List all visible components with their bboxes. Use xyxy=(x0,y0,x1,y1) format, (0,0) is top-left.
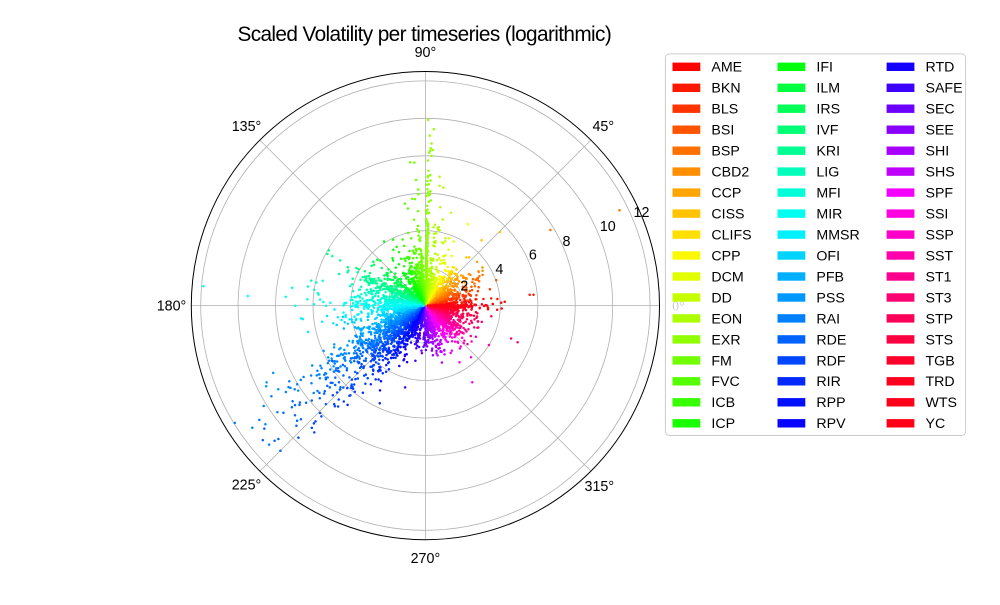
svg-text:270°: 270° xyxy=(411,551,441,567)
svg-text:BSI: BSI xyxy=(711,123,734,139)
svg-text:DD: DD xyxy=(711,290,732,306)
svg-text:RTD: RTD xyxy=(926,60,955,76)
svg-text:DCM: DCM xyxy=(711,269,743,285)
svg-text:ILM: ILM xyxy=(816,81,840,97)
svg-text:180°: 180° xyxy=(157,299,187,315)
svg-text:RPV: RPV xyxy=(816,416,846,432)
svg-text:SAFE: SAFE xyxy=(926,81,963,97)
svg-text:STS: STS xyxy=(926,332,954,348)
svg-text:CISS: CISS xyxy=(711,207,744,223)
svg-text:IVF: IVF xyxy=(816,123,838,139)
svg-text:6: 6 xyxy=(529,248,537,264)
svg-text:CLIFS: CLIFS xyxy=(711,228,751,244)
svg-text:MIR: MIR xyxy=(816,207,842,223)
svg-text:BLS: BLS xyxy=(711,102,738,118)
svg-text:TGB: TGB xyxy=(926,353,955,369)
svg-text:MMSR: MMSR xyxy=(816,228,859,244)
svg-text:CPP: CPP xyxy=(711,248,740,264)
svg-text:CBD2: CBD2 xyxy=(711,165,749,181)
svg-text:8: 8 xyxy=(563,234,571,250)
svg-text:RIR: RIR xyxy=(816,374,840,390)
svg-text:BSP: BSP xyxy=(711,144,739,160)
svg-text:FM: FM xyxy=(711,353,732,369)
svg-text:4: 4 xyxy=(495,262,503,278)
svg-text:KRI: KRI xyxy=(816,144,840,160)
svg-text:ST3: ST3 xyxy=(926,290,952,306)
svg-text:YC: YC xyxy=(926,416,946,432)
svg-text:RDF: RDF xyxy=(816,353,845,369)
svg-text:IFI: IFI xyxy=(816,60,833,76)
svg-text:12: 12 xyxy=(634,205,650,221)
svg-text:90°: 90° xyxy=(415,45,437,61)
svg-text:EXR: EXR xyxy=(711,332,740,348)
svg-text:ICB: ICB xyxy=(711,395,735,411)
svg-text:LIG: LIG xyxy=(816,165,839,181)
svg-text:MFI: MFI xyxy=(816,186,840,202)
svg-text:TRD: TRD xyxy=(926,374,955,390)
svg-text:45°: 45° xyxy=(592,119,614,135)
svg-text:RAI: RAI xyxy=(816,311,840,327)
svg-text:ST1: ST1 xyxy=(926,269,952,285)
svg-text:ICP: ICP xyxy=(711,416,735,432)
svg-text:SSP: SSP xyxy=(926,228,954,244)
svg-text:IRS: IRS xyxy=(816,102,840,118)
svg-text:10: 10 xyxy=(600,219,616,235)
svg-text:PFB: PFB xyxy=(816,269,844,285)
svg-text:FVC: FVC xyxy=(711,374,739,390)
svg-text:STP: STP xyxy=(926,311,954,327)
svg-text:PSS: PSS xyxy=(816,290,844,306)
svg-text:SEE: SEE xyxy=(926,123,954,139)
svg-text:225°: 225° xyxy=(232,477,262,493)
svg-text:EON: EON xyxy=(711,311,742,327)
svg-text:SPF: SPF xyxy=(926,186,954,202)
svg-text:OFI: OFI xyxy=(816,248,840,264)
svg-text:SEC: SEC xyxy=(926,102,955,118)
svg-text:SHS: SHS xyxy=(926,165,955,181)
svg-text:Scaled Volatility per timeseri: Scaled Volatility per timeseries (logari… xyxy=(237,23,611,46)
svg-text:SSI: SSI xyxy=(926,207,949,223)
svg-text:SHI: SHI xyxy=(926,144,950,160)
svg-text:315°: 315° xyxy=(585,479,615,495)
svg-text:SST: SST xyxy=(926,248,954,264)
svg-text:AME: AME xyxy=(711,60,742,76)
svg-text:2: 2 xyxy=(460,278,468,294)
svg-text:WTS: WTS xyxy=(926,395,958,411)
svg-text:135°: 135° xyxy=(232,119,262,135)
svg-text:RDE: RDE xyxy=(816,332,846,348)
svg-text:BKN: BKN xyxy=(711,81,740,97)
svg-text:CCP: CCP xyxy=(711,186,741,202)
svg-text:RPP: RPP xyxy=(816,395,845,411)
